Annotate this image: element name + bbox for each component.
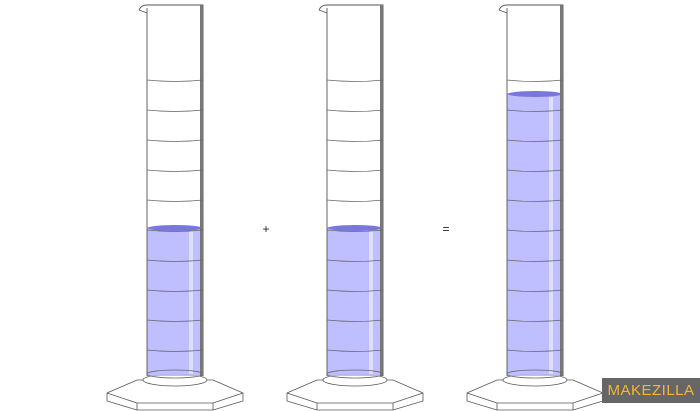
liquid-surface: [508, 91, 562, 97]
equals-sign: =: [442, 222, 449, 236]
graduation: [506, 139, 564, 142]
graduation: [146, 289, 204, 292]
graduation: [326, 109, 384, 112]
graduation: [146, 169, 204, 172]
highlight: [369, 231, 373, 374]
graduation: [146, 229, 204, 232]
highlight: [189, 231, 193, 374]
graduation: [146, 199, 204, 202]
graduation: [146, 139, 204, 142]
graduation: [326, 199, 384, 202]
graduation: [326, 349, 384, 352]
graduation: [506, 289, 564, 292]
graduation: [326, 319, 384, 322]
graduation: [146, 319, 204, 322]
graduation: [506, 259, 564, 262]
graduation: [146, 349, 204, 352]
graduation: [506, 169, 564, 172]
graduation: [146, 79, 204, 82]
highlight: [549, 97, 553, 374]
graduation: [326, 169, 384, 172]
bottom: [146, 369, 204, 379]
liquid: [147, 227, 203, 376]
bottom: [326, 369, 384, 379]
graduation: [326, 79, 384, 82]
liquid: [327, 227, 383, 376]
base: [106, 379, 244, 411]
bottom: [506, 369, 564, 379]
tube: [138, 4, 204, 376]
graduation: [326, 229, 384, 232]
liquid-surface: [328, 225, 382, 231]
liquid-surface: [148, 225, 202, 231]
graduation: [326, 139, 384, 142]
graduation: [506, 109, 564, 112]
tube-edge: [380, 5, 383, 376]
liquid: [507, 93, 563, 376]
graduation: [506, 79, 564, 82]
base: [286, 379, 424, 411]
watermark: MAKEZILLA: [602, 378, 700, 403]
graduation: [506, 319, 564, 322]
plus-sign: +: [262, 222, 269, 236]
graduation: [146, 259, 204, 262]
graduation: [146, 109, 204, 112]
tube-edge: [560, 5, 563, 376]
graduation: [326, 289, 384, 292]
tube: [318, 4, 384, 376]
graduation: [506, 199, 564, 202]
graduation: [506, 229, 564, 232]
tube-edge: [200, 5, 203, 376]
graduation: [506, 349, 564, 352]
graduation: [326, 259, 384, 262]
tube: [498, 4, 564, 376]
